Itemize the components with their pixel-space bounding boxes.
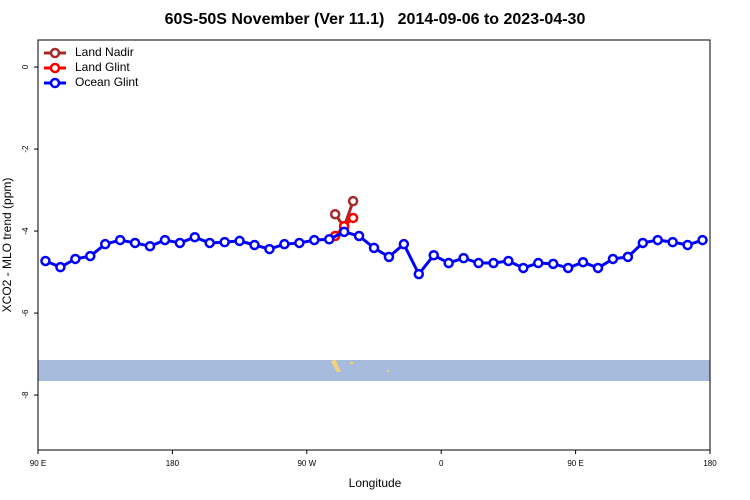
data-point [652,234,663,246]
land-shape [350,362,353,364]
data-point [637,237,649,249]
data-point [473,257,484,269]
plot-frame [37,39,711,451]
data-point [428,250,439,261]
map-strip [38,360,710,381]
legend-label: Land Glint [75,60,130,74]
data-point [607,253,619,265]
data-point [144,240,156,252]
data-point [353,230,365,242]
y-tick-label: -2 [21,145,30,153]
legend-label: Land Nadir [75,45,134,59]
data-point [159,234,171,246]
legend-marker [49,62,61,74]
legend-marker [49,77,61,89]
data-point [99,238,111,250]
data-point [443,257,454,269]
x-axis-label: Longitude [349,476,402,490]
data-point [562,262,574,274]
x-tick-label: 90 E [567,459,583,468]
data-point [40,255,51,267]
data-point [398,238,410,250]
data-point [338,226,350,238]
data-point [368,242,380,254]
data-point [347,195,359,207]
y-tick-label: -6 [21,309,30,317]
data-point [55,261,66,273]
data-point [129,237,141,249]
data-point [667,236,678,248]
chart-title: 60S-50S November (Ver 11.1) 2014-09-06 t… [165,11,586,28]
data-point [533,257,544,269]
data-point [189,231,201,243]
data-point [458,252,469,264]
x-tick-label: 90 E [30,459,46,468]
data-point [622,251,634,263]
data-point [413,268,425,280]
land-shape [331,360,341,372]
data-point [70,253,81,265]
y-axis-label: XCO2 - MLO trend (ppm) [0,178,14,313]
data-point [174,237,186,249]
data-point [219,236,230,248]
y-tick-label: -8 [21,391,30,399]
data-point [347,212,359,224]
x-tick-label: 90 W [297,459,316,468]
data-point [234,235,245,247]
y-tick-label: 0 [21,64,30,69]
data-point [577,256,589,268]
data-point [503,255,514,267]
data-point [204,237,215,249]
data-point [114,234,126,246]
data-point [85,250,96,262]
data-point [264,243,275,255]
x-tick-label: 0 [439,459,444,468]
data-point [682,239,693,251]
data-point [309,234,320,246]
legend-label: Ocean Glint [75,75,139,89]
data-point [518,262,529,274]
x-tick-label: 180 [703,459,717,468]
data-point [323,234,335,245]
data-point [294,237,305,249]
data-point [488,257,499,269]
land-shape [387,370,389,372]
data-point [249,239,260,251]
data-point [697,234,708,246]
data-point [547,258,559,270]
data-point [592,262,604,274]
y-tick-label: -4 [21,227,30,235]
x-tick-label: 180 [166,459,180,468]
legend-marker [49,47,61,59]
data-point [383,251,395,263]
data-point [329,209,341,220]
data-point [279,238,290,250]
